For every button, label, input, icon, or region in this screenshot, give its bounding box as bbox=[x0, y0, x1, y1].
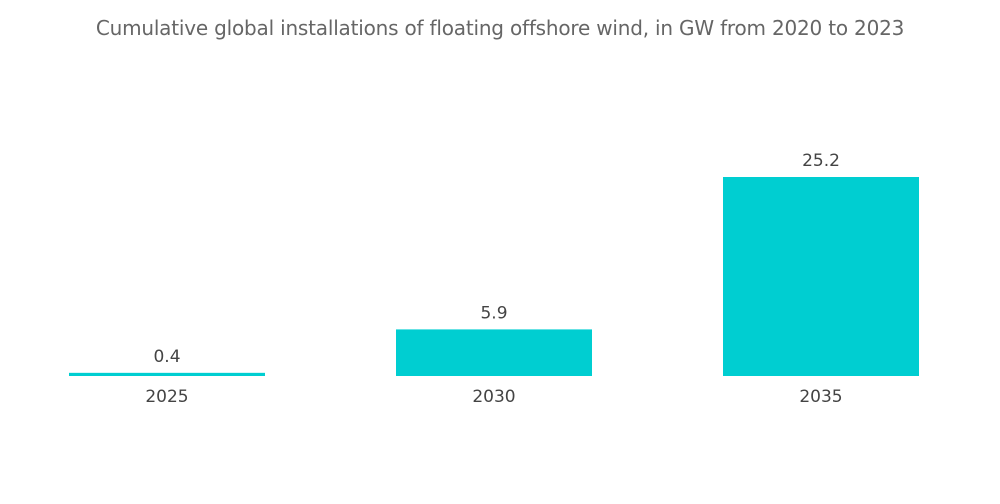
x-tick-label-2030: 2030 bbox=[472, 387, 515, 407]
value-label-2025: 0.4 bbox=[153, 347, 180, 367]
x-tick-label-2035: 2035 bbox=[799, 387, 842, 407]
value-label-2030: 5.9 bbox=[480, 303, 507, 323]
value-labels-group: 0.4 5.9 25.2 bbox=[153, 151, 839, 367]
bar-2030 bbox=[396, 329, 592, 376]
chart-title: Cumulative global installations of float… bbox=[95, 16, 905, 40]
bar-2025 bbox=[69, 372, 265, 376]
x-tick-labels-group: 2025 2030 2035 bbox=[145, 387, 842, 407]
value-label-2035: 25.2 bbox=[802, 151, 840, 171]
bar-2035 bbox=[723, 177, 919, 376]
bars-group bbox=[69, 177, 919, 376]
x-tick-label-2025: 2025 bbox=[145, 387, 188, 407]
